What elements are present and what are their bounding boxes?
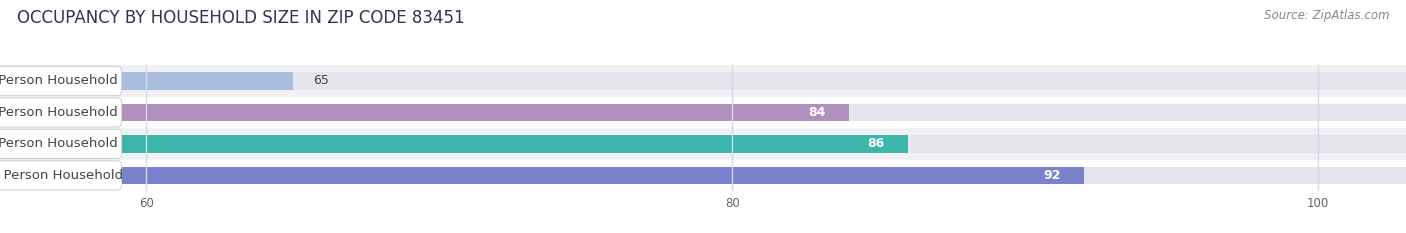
Text: 2-Person Household: 2-Person Household [0, 106, 118, 119]
Bar [0, 135, 908, 153]
Text: 86: 86 [868, 137, 884, 150]
FancyBboxPatch shape [0, 97, 1406, 128]
Text: 3-Person Household: 3-Person Household [0, 137, 118, 150]
FancyBboxPatch shape [0, 98, 121, 127]
Bar [0, 135, 1406, 153]
Bar [0, 104, 849, 121]
Text: 84: 84 [808, 106, 827, 119]
Text: 1-Person Household: 1-Person Household [0, 75, 118, 87]
Text: 4+ Person Household: 4+ Person Household [0, 169, 122, 182]
FancyBboxPatch shape [0, 128, 1406, 160]
Text: OCCUPANCY BY HOUSEHOLD SIZE IN ZIP CODE 83451: OCCUPANCY BY HOUSEHOLD SIZE IN ZIP CODE … [17, 9, 464, 27]
FancyBboxPatch shape [0, 129, 121, 158]
Bar [0, 72, 292, 90]
FancyBboxPatch shape [0, 66, 121, 96]
Bar [0, 104, 1406, 121]
Text: Source: ZipAtlas.com: Source: ZipAtlas.com [1264, 9, 1389, 22]
Text: 92: 92 [1043, 169, 1060, 182]
FancyBboxPatch shape [0, 65, 1406, 97]
Bar [0, 167, 1406, 184]
Bar [0, 72, 1406, 90]
FancyBboxPatch shape [0, 160, 1406, 191]
Bar [0, 167, 1084, 184]
Text: 65: 65 [314, 75, 329, 87]
FancyBboxPatch shape [0, 161, 121, 190]
